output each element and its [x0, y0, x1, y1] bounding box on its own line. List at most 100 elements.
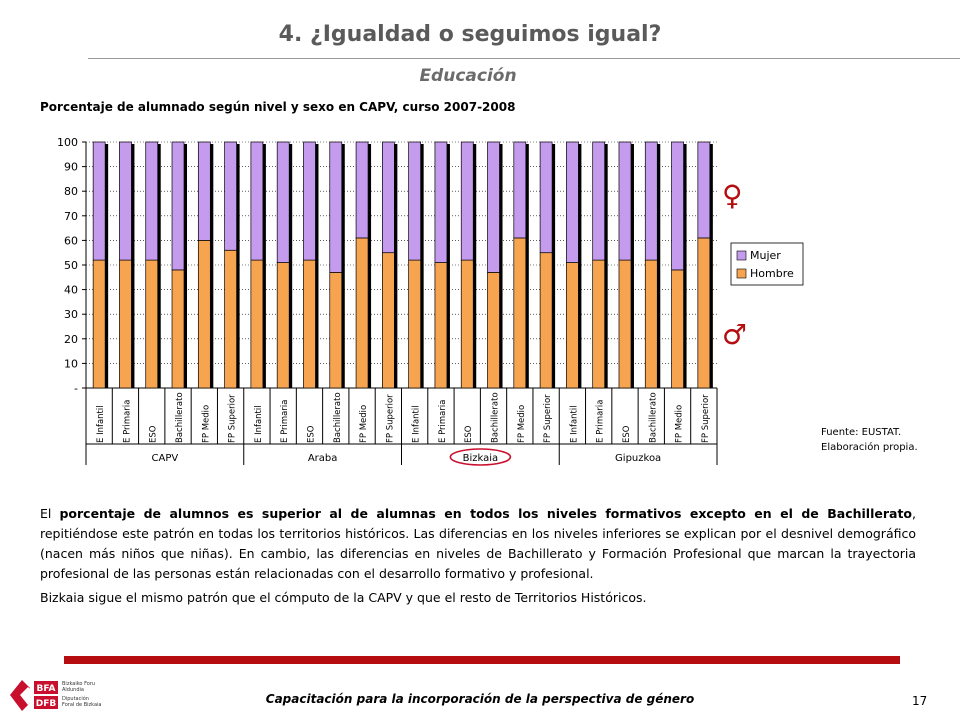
- body-p1-lead: El: [40, 506, 60, 521]
- bar-shadow: [289, 144, 293, 388]
- bar-shadow: [210, 144, 214, 388]
- category-label: FP Superior: [543, 394, 553, 443]
- bar-mujer: [329, 141, 343, 273]
- bar-hombre: [329, 272, 343, 389]
- bar-hombre: [566, 262, 579, 389]
- page-title: 4. ¿Igualdad o seguimos igual?: [278, 22, 662, 47]
- bar-mujer: [276, 141, 290, 263]
- bar-shadow: [184, 144, 188, 388]
- legend-swatch-hombre: [736, 268, 747, 279]
- female-symbol-icon: ♀: [722, 179, 743, 212]
- bar-hombre: [513, 237, 527, 389]
- stacked-bar-chart: - 10 20 30 40 50 60 70 80 90 100 E Infantil E Primar…: [57, 136, 804, 466]
- bar-shadow: [157, 144, 161, 388]
- bar-shadow: [262, 144, 266, 388]
- body-paragraph-1: El porcentaje de alumnos es superior al …: [40, 504, 916, 584]
- bar-shadow: [315, 144, 319, 388]
- y-tick-label: 100: [57, 136, 78, 149]
- group-label: Gipuzkoa: [615, 453, 661, 464]
- bar-hombre: [171, 269, 185, 389]
- category-label: ESO: [464, 425, 474, 443]
- category-label: E Infantil: [96, 405, 106, 443]
- chart-source: Fuente: EUSTAT. Elaboración propia.: [821, 425, 918, 455]
- category-label: FP Superior: [385, 394, 395, 443]
- bar-shadow: [368, 144, 372, 388]
- category-label: E Primaria: [596, 400, 606, 443]
- page-subtitle: Educación: [419, 66, 517, 86]
- bar-mujer: [382, 141, 395, 254]
- legend-swatch-mujer: [736, 250, 747, 261]
- y-tick-label: 10: [64, 357, 78, 370]
- svg-text:BFA: BFA: [37, 684, 56, 694]
- bar-shadow: [657, 144, 661, 388]
- category-label: E Primaria: [438, 400, 448, 443]
- bar-shadow: [683, 144, 687, 388]
- group-highlight-ellipse: [449, 448, 512, 466]
- y-tick-label: 30: [64, 308, 78, 321]
- bar-shadow: [604, 144, 608, 388]
- title-divider: [88, 58, 960, 59]
- bar-mujer: [618, 141, 632, 261]
- bar-hombre: [539, 252, 553, 389]
- bar-hombre: [382, 252, 395, 389]
- bar-hombre: [434, 262, 448, 389]
- male-symbol-icon: ♂: [722, 318, 747, 351]
- bar-mujer: [697, 141, 711, 239]
- bar-mujer: [224, 141, 237, 251]
- bar-shadow: [446, 144, 450, 388]
- bar-hombre: [224, 249, 237, 389]
- group-label: Bizkaia: [463, 453, 499, 464]
- y-tick-label: 90: [64, 161, 78, 174]
- category-label: ESO: [306, 425, 316, 443]
- bar-mujer: [408, 141, 421, 261]
- y-tick-label: 50: [64, 259, 78, 272]
- y-tick-label: 40: [64, 284, 78, 297]
- bar-hombre: [145, 259, 159, 389]
- body-text: El porcentaje de alumnos es superior al …: [40, 504, 916, 612]
- category-label: Bachillerato: [175, 392, 185, 443]
- bar-hombre: [487, 272, 500, 389]
- bar-shadow: [499, 144, 503, 388]
- y-tick-label: 20: [64, 333, 78, 346]
- category-label: E Primaria: [122, 400, 132, 443]
- bar-hombre: [644, 259, 658, 389]
- bar-hombre: [618, 259, 632, 389]
- category-label: FP Medio: [675, 405, 685, 443]
- bar-mujer: [171, 141, 185, 271]
- category-label: E Primaria: [280, 400, 290, 443]
- bar-mujer: [487, 141, 500, 273]
- body-p1-bold: porcentaje de alumnos es superior al de …: [59, 506, 913, 521]
- bar-mujer: [566, 141, 579, 263]
- bar-hombre: [697, 237, 711, 389]
- bar-shadow: [341, 144, 345, 388]
- bar-hombre: [592, 259, 606, 389]
- source-line-2: Elaboración propia.: [821, 442, 918, 453]
- category-label: Bachillerato: [491, 392, 501, 443]
- bar-mujer: [145, 141, 159, 261]
- bar-shadow: [473, 144, 477, 388]
- category-label: E Infantil: [569, 405, 579, 443]
- legend-label-mujer: Mujer: [750, 249, 781, 262]
- bar-mujer: [513, 141, 527, 239]
- chart-title: Porcentaje de alumnado según nivel y sex…: [40, 100, 516, 114]
- body-p1-rest: , repitiéndose este patrón en todas los …: [40, 506, 916, 581]
- y-tick-label: -: [74, 382, 78, 395]
- bar-mujer: [250, 141, 264, 261]
- bar-mujer: [303, 141, 316, 261]
- bar-mujer: [671, 141, 684, 271]
- bar-mujer: [355, 141, 369, 239]
- bar-mujer: [644, 141, 658, 261]
- bar-shadow: [552, 144, 556, 388]
- category-label: FP Superior: [228, 394, 238, 443]
- category-label: FP Superior: [701, 394, 711, 443]
- bar-shadow: [131, 144, 135, 388]
- source-line-1: Fuente: EUSTAT.: [821, 427, 902, 438]
- bar-hombre: [119, 259, 132, 389]
- bar-mujer: [434, 141, 448, 263]
- footer-text: Capacitación para la incorporación de la…: [265, 692, 695, 706]
- bar-shadow: [630, 144, 634, 388]
- bar-shadow: [525, 144, 529, 388]
- category-label: FP Medio: [517, 405, 527, 443]
- svg-text:Aldundia: Aldundia: [62, 687, 84, 693]
- bar-hombre: [671, 269, 684, 389]
